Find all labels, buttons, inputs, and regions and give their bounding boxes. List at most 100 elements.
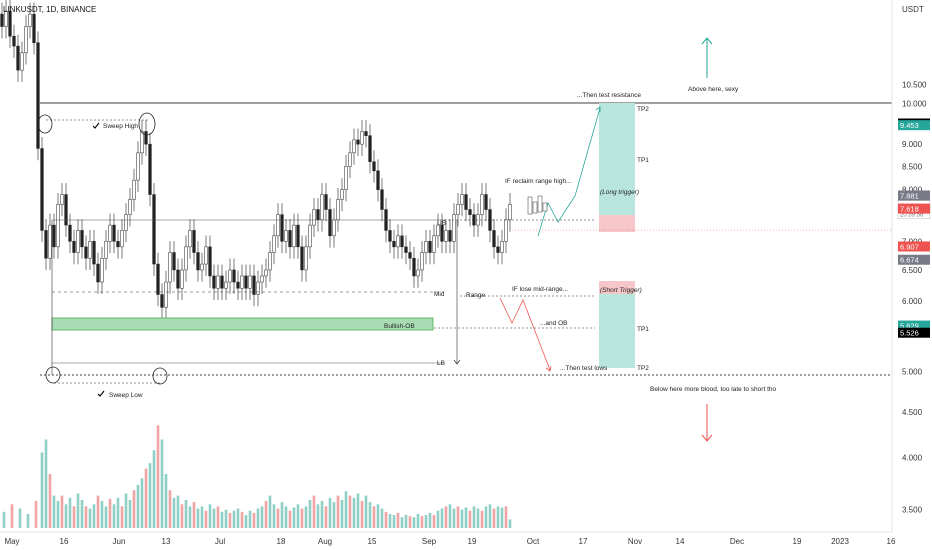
volume-bar xyxy=(120,506,124,528)
candle-body xyxy=(232,269,236,283)
time-tick-label: 19 xyxy=(793,537,802,546)
candle-body xyxy=(40,148,44,231)
sweep-high-label: Sweep High xyxy=(103,123,138,130)
volume-bar xyxy=(408,516,412,528)
volume-bar xyxy=(108,498,112,528)
volume-bar xyxy=(492,508,496,528)
volume-bar xyxy=(96,495,100,528)
price-tick-label: 5.000 xyxy=(902,367,923,376)
volume-bar xyxy=(428,512,432,528)
candle-body xyxy=(92,241,96,265)
volume-bar xyxy=(192,502,196,528)
sweep-low-label: Sweep Low xyxy=(109,392,143,399)
short-projection-path xyxy=(499,297,551,371)
candle-body xyxy=(416,269,420,277)
volume-bar xyxy=(436,510,440,528)
candle-body xyxy=(220,275,224,289)
volume-bar xyxy=(476,508,480,528)
volume-bar xyxy=(308,499,312,528)
candle-body xyxy=(164,281,168,308)
candle-body xyxy=(500,241,504,253)
range-down-arrow-icon xyxy=(453,359,461,365)
volume-bar xyxy=(212,508,216,528)
volume-bar xyxy=(2,511,6,528)
candle-body xyxy=(388,230,392,242)
price-axis-bg[interactable] xyxy=(892,0,932,532)
candle-body xyxy=(452,214,456,242)
volume-bar xyxy=(84,506,88,528)
price-tag xyxy=(898,320,930,331)
volume-bar xyxy=(76,493,80,528)
time-tick-label: 18 xyxy=(277,537,286,546)
volume-bar xyxy=(144,468,148,528)
volume-bar xyxy=(116,497,120,528)
time-axis-bg[interactable] xyxy=(0,532,892,550)
candle-body xyxy=(60,194,64,205)
candle-body xyxy=(316,209,320,221)
candle-body xyxy=(444,230,448,242)
volume-bar xyxy=(356,493,360,528)
volume-bar xyxy=(164,474,168,528)
volume-bar xyxy=(10,504,14,528)
volume-bar xyxy=(424,515,428,528)
sweep-low-check-icon xyxy=(97,390,105,397)
volume-bar xyxy=(392,515,396,528)
mini-pattern-icon xyxy=(527,195,548,215)
candle-body xyxy=(212,275,216,289)
volume-bar xyxy=(152,450,156,528)
candle-body xyxy=(264,269,268,277)
candle-body xyxy=(408,252,412,259)
volume-bar xyxy=(236,508,240,528)
short-projection-arrow-icon xyxy=(545,365,552,372)
candle-body xyxy=(436,224,440,237)
candle-body xyxy=(356,139,360,145)
candle-body xyxy=(468,209,472,215)
candle-body xyxy=(364,131,368,136)
candle-body xyxy=(96,263,100,283)
lose-mid-label: IF lose mid-range... xyxy=(512,286,568,293)
price-tag-label: 7.881 xyxy=(900,191,919,200)
volume-bar xyxy=(368,502,372,528)
price-tag-label: 7.618 xyxy=(900,205,919,214)
time-tick-label: Aug xyxy=(318,537,332,546)
volume-bar xyxy=(452,508,456,528)
volume-bar xyxy=(456,506,460,528)
bullish-ob-zone xyxy=(51,317,434,331)
price-tick-label: 6.000 xyxy=(902,297,923,306)
time-tick-label: 17 xyxy=(579,537,588,546)
candle-body xyxy=(348,152,352,167)
candlesticks xyxy=(0,0,512,320)
price-tick-label: 8.500 xyxy=(902,162,923,171)
candle-body xyxy=(312,209,316,226)
price-tag-label: 5.526 xyxy=(900,329,919,338)
price-tag-label: 6.907 xyxy=(900,242,919,251)
time-tick-label: Nov xyxy=(628,537,642,546)
candle-body xyxy=(324,194,328,210)
candle-body xyxy=(136,152,140,181)
candle-body xyxy=(304,246,308,271)
volume-bar xyxy=(264,501,268,528)
volume-bar xyxy=(508,519,512,528)
sweep-high-circle-1 xyxy=(37,114,53,134)
volume-bar xyxy=(344,491,348,528)
price-tick-label: 9.000 xyxy=(902,140,923,149)
volume-bar xyxy=(440,508,444,528)
volume-bar xyxy=(80,499,84,528)
long-stop-box xyxy=(599,215,635,232)
candle-body xyxy=(132,179,136,200)
candle-body xyxy=(288,230,292,248)
candle-body xyxy=(260,275,264,283)
price-tag-label: 5.629 xyxy=(900,322,919,331)
candle-body xyxy=(376,170,380,190)
currency-label: USDT xyxy=(902,5,924,14)
volume-bar xyxy=(360,501,364,528)
candle-body xyxy=(380,189,384,210)
candle-body xyxy=(20,52,24,71)
volume-bar xyxy=(252,512,256,528)
price-tag xyxy=(898,241,930,252)
volume-bar xyxy=(124,493,128,528)
volume-bar xyxy=(18,508,22,528)
volume-bar xyxy=(240,511,244,528)
lb-label: LB xyxy=(437,360,445,367)
